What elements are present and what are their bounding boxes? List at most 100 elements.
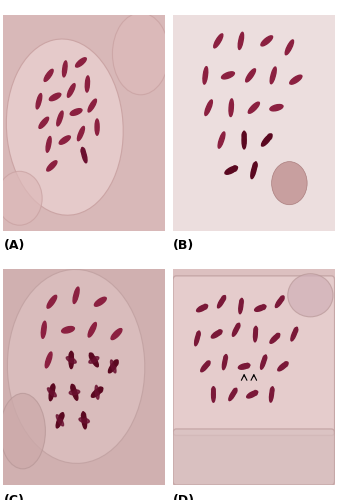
Ellipse shape (218, 296, 225, 308)
Ellipse shape (225, 166, 238, 174)
Ellipse shape (89, 353, 93, 359)
Ellipse shape (95, 386, 99, 399)
Ellipse shape (91, 388, 103, 398)
Ellipse shape (233, 388, 237, 393)
Ellipse shape (49, 93, 61, 100)
Ellipse shape (221, 72, 234, 79)
Ellipse shape (262, 134, 272, 146)
Ellipse shape (270, 334, 280, 344)
Ellipse shape (269, 387, 274, 402)
Ellipse shape (212, 388, 215, 392)
Text: (A): (A) (3, 239, 25, 252)
Ellipse shape (79, 418, 89, 423)
Ellipse shape (197, 332, 200, 336)
Ellipse shape (222, 296, 225, 300)
Ellipse shape (82, 412, 87, 429)
Ellipse shape (41, 322, 46, 338)
Ellipse shape (261, 36, 272, 46)
Ellipse shape (81, 148, 85, 153)
Text: (B): (B) (173, 239, 194, 252)
Ellipse shape (113, 13, 169, 95)
Ellipse shape (294, 328, 298, 332)
Ellipse shape (205, 100, 212, 116)
Ellipse shape (7, 270, 145, 464)
Ellipse shape (280, 296, 284, 301)
Ellipse shape (39, 117, 49, 128)
Ellipse shape (195, 331, 200, 345)
Ellipse shape (203, 304, 207, 309)
Ellipse shape (248, 102, 259, 114)
Ellipse shape (60, 413, 64, 418)
Ellipse shape (66, 356, 76, 363)
Ellipse shape (69, 390, 80, 394)
Ellipse shape (229, 388, 237, 400)
Ellipse shape (108, 360, 118, 373)
Ellipse shape (238, 364, 250, 369)
Ellipse shape (88, 322, 96, 337)
Ellipse shape (94, 297, 106, 306)
Ellipse shape (222, 354, 227, 370)
Ellipse shape (73, 287, 79, 304)
Ellipse shape (211, 330, 222, 338)
Ellipse shape (254, 326, 257, 342)
Ellipse shape (69, 352, 73, 368)
Ellipse shape (0, 172, 42, 225)
Ellipse shape (238, 32, 244, 50)
Ellipse shape (246, 69, 256, 82)
Ellipse shape (47, 296, 57, 308)
Ellipse shape (47, 388, 56, 397)
Ellipse shape (240, 299, 243, 304)
Ellipse shape (206, 361, 210, 366)
Ellipse shape (63, 61, 67, 77)
Ellipse shape (49, 384, 54, 400)
Text: (D): (D) (173, 494, 195, 500)
Ellipse shape (71, 385, 75, 390)
Ellipse shape (239, 298, 243, 314)
Ellipse shape (46, 136, 51, 152)
Ellipse shape (45, 352, 52, 368)
FancyBboxPatch shape (3, 270, 165, 485)
Ellipse shape (262, 304, 265, 310)
Ellipse shape (291, 327, 297, 341)
Ellipse shape (36, 94, 42, 109)
Ellipse shape (81, 148, 87, 163)
Ellipse shape (229, 99, 233, 116)
Ellipse shape (242, 132, 246, 138)
Ellipse shape (81, 412, 86, 418)
Ellipse shape (253, 162, 257, 168)
Ellipse shape (254, 390, 257, 396)
Ellipse shape (56, 414, 64, 426)
Ellipse shape (51, 384, 55, 390)
FancyBboxPatch shape (3, 15, 165, 231)
Ellipse shape (270, 388, 274, 392)
Ellipse shape (288, 274, 333, 317)
Ellipse shape (233, 166, 237, 171)
FancyBboxPatch shape (173, 270, 335, 485)
Ellipse shape (272, 162, 307, 204)
Ellipse shape (70, 108, 82, 116)
Ellipse shape (77, 126, 84, 140)
Ellipse shape (290, 75, 302, 84)
FancyBboxPatch shape (173, 15, 335, 231)
Ellipse shape (67, 84, 75, 98)
Ellipse shape (263, 356, 267, 360)
Ellipse shape (268, 134, 272, 140)
Ellipse shape (69, 352, 73, 358)
Ellipse shape (98, 387, 102, 392)
Ellipse shape (6, 39, 123, 215)
Ellipse shape (254, 327, 258, 332)
Ellipse shape (111, 360, 116, 373)
Ellipse shape (89, 356, 99, 363)
FancyBboxPatch shape (173, 429, 335, 485)
Ellipse shape (212, 386, 215, 402)
Ellipse shape (85, 76, 90, 92)
Ellipse shape (218, 132, 225, 148)
Ellipse shape (62, 326, 74, 333)
Ellipse shape (261, 355, 266, 369)
Ellipse shape (95, 119, 99, 135)
Ellipse shape (111, 328, 122, 340)
Ellipse shape (255, 305, 266, 312)
Ellipse shape (56, 412, 64, 428)
Ellipse shape (246, 363, 249, 368)
Ellipse shape (242, 131, 246, 149)
